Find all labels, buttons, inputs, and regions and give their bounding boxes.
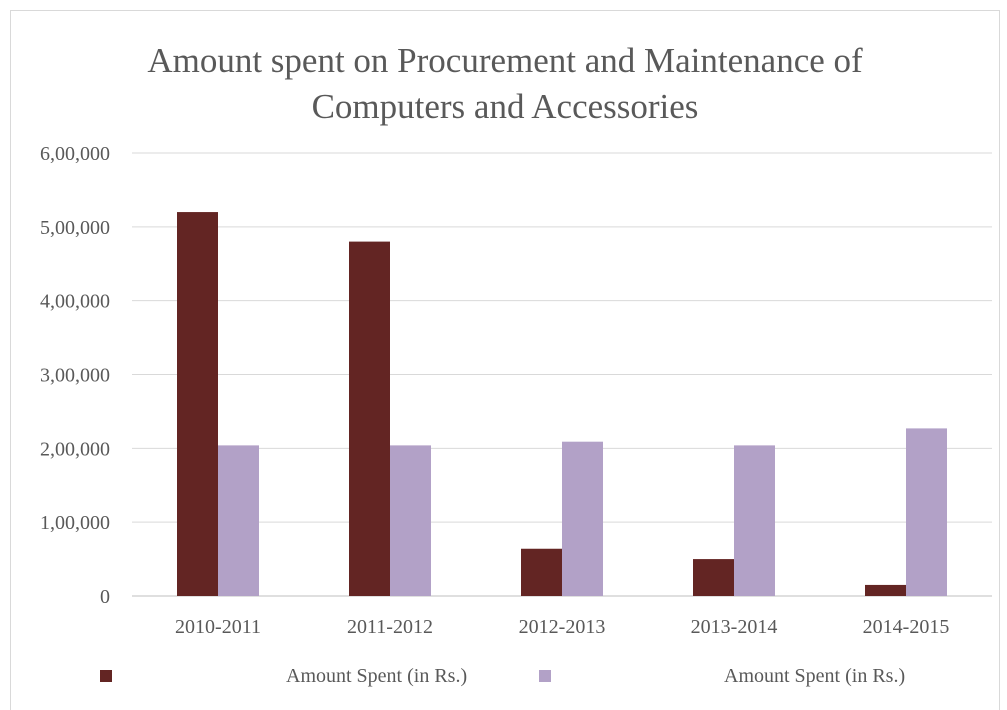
y-tick-label: 1,00,000 [40,512,110,534]
bar-series-1 [521,548,562,596]
chart-title-line-2: Computers and Accessories [311,87,699,126]
x-tick-label: 2010-2011 [175,616,261,638]
legend-swatch-series-1 [100,670,112,682]
bar-series-1 [693,559,734,596]
chart-title-line-1: Amount spent on Procurement and Maintena… [147,41,863,80]
bar-series-2 [562,441,603,596]
bar-series-1 [349,241,390,596]
legend-swatch-series-2 [539,670,551,682]
x-tick-label: 2012-2013 [519,616,606,638]
x-tick-label: 2014-2015 [863,616,950,638]
y-tick-label: 0 [100,586,110,608]
x-tick-label: 2013-2014 [691,616,778,638]
bar-series-2 [906,428,947,596]
bar-series-2 [390,445,431,596]
y-tick-label: 2,00,000 [40,438,110,460]
bar-series-1 [865,584,906,596]
y-tick-label: 3,00,000 [40,365,110,387]
legend-label-series-2: Amount Spent (in Rs.) [724,665,906,687]
bar-series-2 [734,445,775,596]
bar-series-2 [218,445,259,596]
bar-series-1 [177,212,218,597]
legend: Amount Spent (in Rs.) Amount Spent (in R… [0,662,1007,692]
y-tick-label: 4,00,000 [40,291,110,313]
legend-label-series-1: Amount Spent (in Rs.) [286,665,468,687]
chart-frame [10,10,1000,710]
y-tick-label: 5,00,000 [40,217,110,239]
chart-title: Amount spent on Procurement and Maintena… [10,38,1000,130]
x-tick-label: 2011-2012 [347,616,433,638]
y-tick-label: 6,00,000 [40,143,110,165]
